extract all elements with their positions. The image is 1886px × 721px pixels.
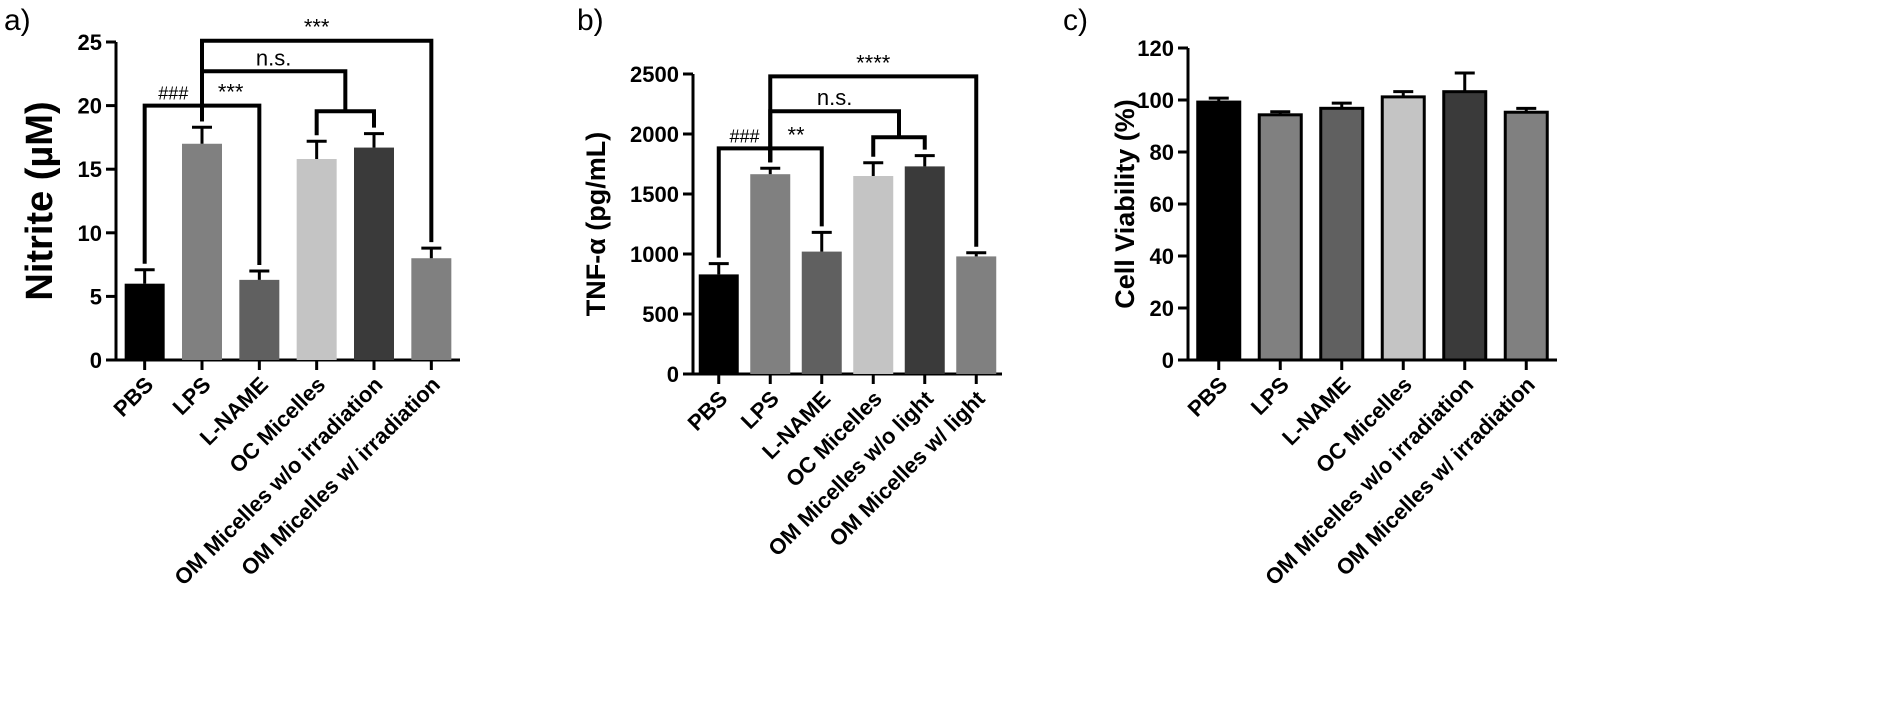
y-tick-label: 0 bbox=[90, 348, 102, 373]
panel-label: b) bbox=[577, 4, 604, 37]
x-tick-label: LPS bbox=[168, 372, 216, 420]
bar bbox=[750, 174, 791, 374]
bar bbox=[1442, 90, 1488, 362]
y-tick-label: 1000 bbox=[630, 242, 679, 267]
significance-label: **** bbox=[856, 50, 891, 75]
bar bbox=[698, 274, 739, 374]
y-tick-label: 0 bbox=[1162, 348, 1174, 373]
significance-bracket bbox=[200, 38, 434, 243]
y-tick-label: 60 bbox=[1150, 192, 1174, 217]
y-tick-label: 1500 bbox=[630, 182, 679, 207]
y-tick-label: 2500 bbox=[630, 62, 679, 87]
y-tick-label: 20 bbox=[1150, 296, 1174, 321]
bar bbox=[239, 279, 280, 360]
bar bbox=[182, 143, 222, 360]
bar bbox=[956, 256, 997, 374]
significance-label: *** bbox=[218, 80, 244, 105]
bar bbox=[801, 251, 842, 374]
x-tick-label: PBS bbox=[109, 372, 159, 422]
bar bbox=[411, 258, 452, 360]
bar bbox=[124, 283, 165, 360]
y-axis-label: Cell Viability (%) bbox=[1110, 99, 1140, 309]
y-tick-label: 40 bbox=[1150, 244, 1174, 269]
significance-label: ** bbox=[787, 122, 805, 147]
panel-label: c) bbox=[1063, 4, 1088, 37]
x-tick-label: PBS bbox=[683, 386, 733, 436]
y-tick-label: 10 bbox=[78, 221, 102, 246]
y-tick-label: 100 bbox=[1137, 88, 1174, 113]
significance-label: n.s. bbox=[817, 85, 852, 110]
bar bbox=[1503, 110, 1549, 362]
bar bbox=[1319, 106, 1365, 362]
x-tick-label: LPS bbox=[1246, 372, 1294, 420]
significance-label: n.s. bbox=[256, 45, 291, 70]
significance-label: ### bbox=[158, 84, 188, 104]
y-tick-label: 25 bbox=[78, 30, 102, 55]
y-tick-label: 120 bbox=[1137, 36, 1174, 61]
bar bbox=[296, 159, 337, 360]
y-axis-label: TNF-α (pg/mL) bbox=[581, 132, 611, 317]
y-tick-label: 500 bbox=[642, 302, 679, 327]
significance-bracket bbox=[768, 74, 979, 247]
bar bbox=[853, 176, 894, 374]
group-bracket bbox=[314, 109, 376, 136]
y-tick-label: 0 bbox=[667, 362, 679, 387]
y-tick-label: 80 bbox=[1150, 140, 1174, 165]
y-tick-label: 5 bbox=[90, 284, 102, 309]
y-tick-label: 15 bbox=[78, 157, 102, 182]
panel-label: a) bbox=[4, 4, 31, 37]
panel-c: c) Cell Viability (%) 0 20 40 60 80 100 120 PBS LP… bbox=[1063, 4, 1557, 590]
significance-label: *** bbox=[304, 15, 330, 40]
bar bbox=[1380, 95, 1426, 362]
bar bbox=[1196, 100, 1242, 362]
y-tick-label: 2000 bbox=[630, 122, 679, 147]
bar bbox=[354, 147, 394, 360]
y-tick-label: 20 bbox=[78, 94, 102, 119]
y-axis-label: Nitrite (µM) bbox=[19, 101, 61, 300]
bar bbox=[1257, 113, 1303, 362]
x-tick-label: PBS bbox=[1183, 372, 1233, 422]
significance-label: ### bbox=[729, 126, 759, 146]
bar bbox=[904, 166, 945, 374]
group-bracket bbox=[871, 135, 927, 157]
